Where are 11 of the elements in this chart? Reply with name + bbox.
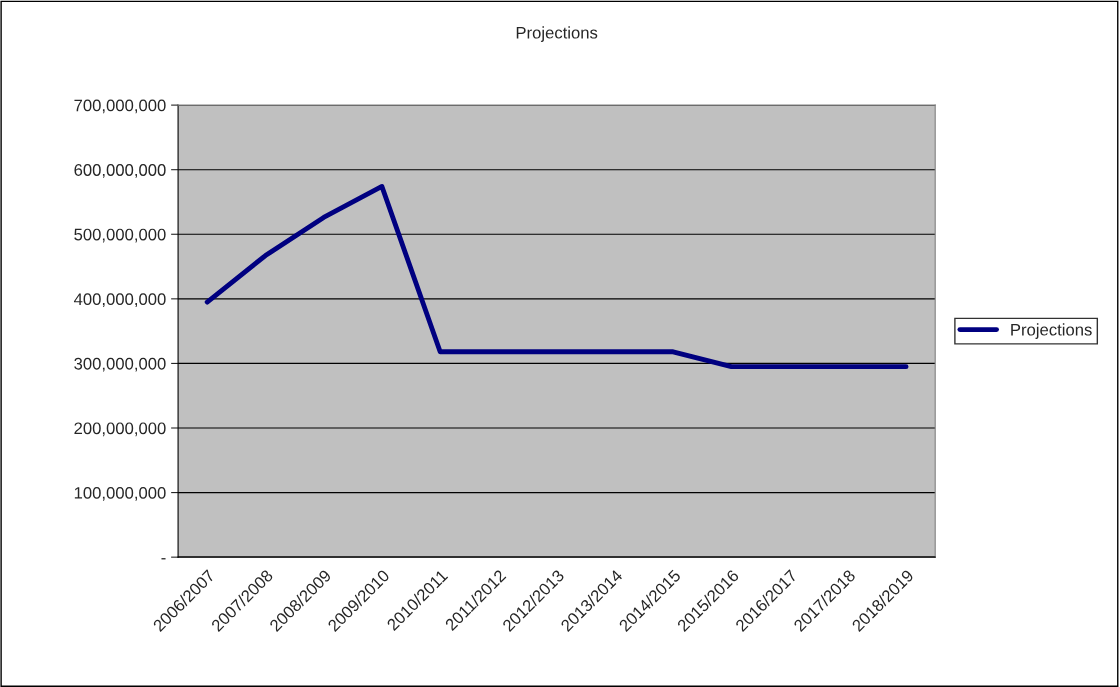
y-tick-label: 600,000,000 <box>74 164 166 178</box>
line-series <box>204 184 909 370</box>
y-tick-label: 500,000,000 <box>74 228 166 243</box>
y-tick-label: 100,000,000 <box>74 486 166 501</box>
y-tick-label: 400,000,000 <box>73 293 166 308</box>
y-tick-label: 300,000,000 <box>74 357 166 372</box>
y-tick-label: 200,000,000 <box>74 422 166 437</box>
y-tick-label: 700,000,000 <box>74 99 166 114</box>
chart-title: Projections <box>516 26 598 42</box>
legend-label: Projections <box>1011 323 1092 339</box>
y-tick-label: - <box>161 558 166 560</box>
